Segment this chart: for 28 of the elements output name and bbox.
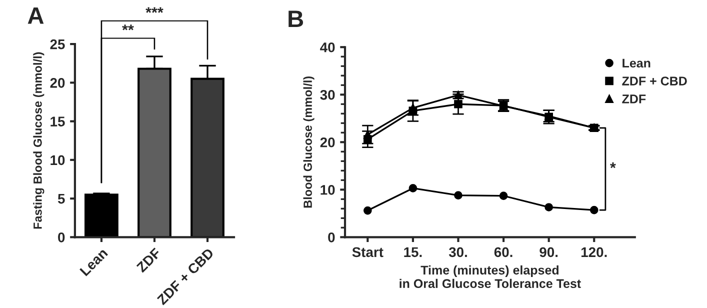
- x-tick-label: Start: [352, 247, 384, 258]
- text: **: [122, 24, 134, 30]
- annotation: *: [610, 162, 616, 168]
- text: ***: [146, 7, 164, 13]
- y-tick-label: 10: [320, 184, 335, 195]
- y-axis-title: Blood Glucose (mmol/l): [303, 76, 314, 208]
- legend-label: Lean: [622, 58, 650, 68]
- x-tick-label: 30.: [448, 247, 467, 258]
- y-tick-label: 0: [58, 232, 65, 242]
- y-tick-label: 40: [320, 42, 335, 52]
- y-tick-label: 30: [320, 90, 335, 100]
- y-tick-label: 20: [320, 137, 335, 148]
- y-tick-label: 25: [50, 39, 65, 50]
- chart-title: A: [28, 7, 44, 24]
- x-tick-label: 15.: [404, 247, 422, 258]
- chart-title: B: [288, 10, 304, 28]
- y-tick-label: 10: [50, 155, 65, 166]
- y-tick-label: 15: [50, 116, 65, 126]
- y-tick-label: 20: [50, 78, 65, 88]
- x-tick-label: 60.: [494, 247, 512, 258]
- y-tick-label: 5: [58, 194, 65, 204]
- legend-label: ZDF + CBD: [622, 76, 687, 86]
- y-tick-label: 0: [328, 232, 335, 242]
- x-tick-label: 90.: [540, 247, 558, 258]
- legend-label: ZDF: [622, 94, 646, 104]
- y-axis-title: Fasting Blood Glucose (mmol/l): [33, 52, 44, 229]
- x-tick-label: 120.: [581, 247, 607, 258]
- x-axis-title: Time (minutes) elapsed in Oral Glucose Tolerance Test: [400, 265, 581, 288]
